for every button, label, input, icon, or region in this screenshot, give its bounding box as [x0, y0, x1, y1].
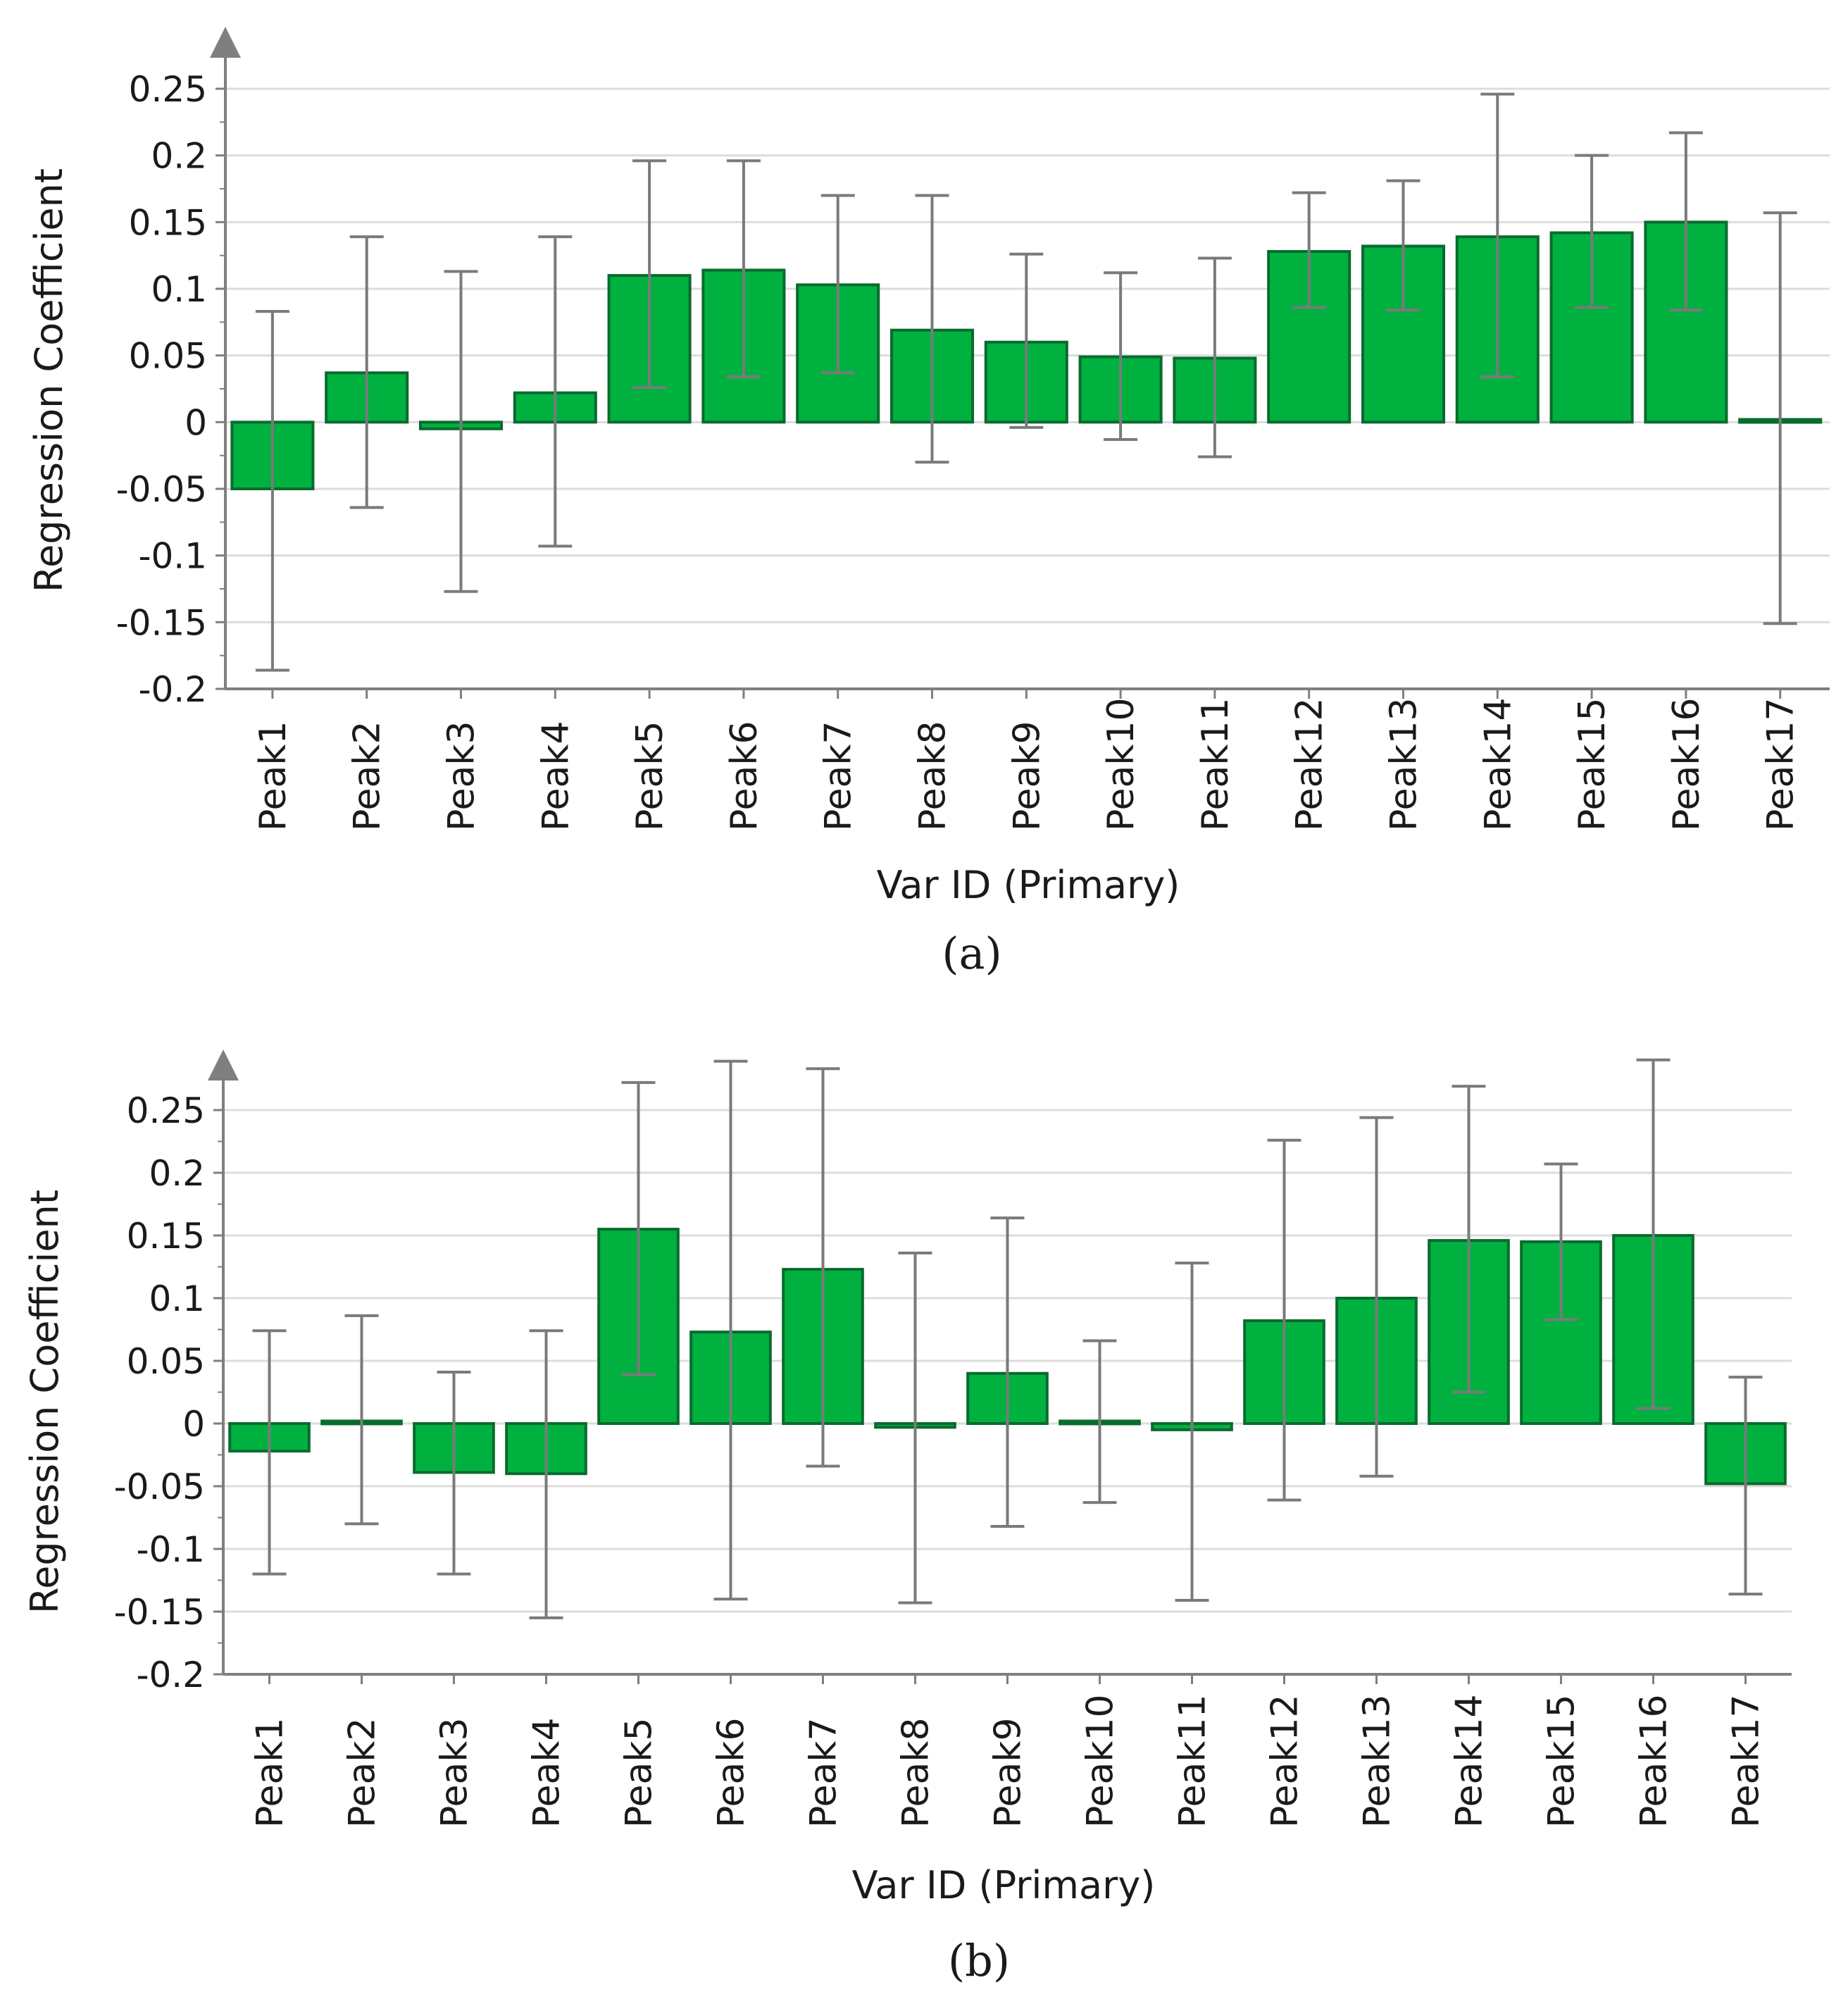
x-tick-label: Peak5 — [629, 721, 671, 831]
x-tick-label: Peak9 — [1006, 721, 1048, 831]
x-tick-label: Peak6 — [723, 721, 766, 831]
x-tick-label: Peak10 — [1100, 697, 1142, 831]
y-tick-label: -0.2 — [136, 1655, 205, 1695]
x-tick-label: Peak17 — [1760, 697, 1802, 831]
x-tick-label: Peak17 — [1725, 1694, 1768, 1828]
x-tick-label: Peak8 — [912, 721, 954, 831]
x-tick-label: Peak11 — [1194, 697, 1237, 831]
y-tick-label: 0 — [182, 1404, 205, 1445]
x-tick-label: Peak5 — [618, 1717, 661, 1828]
x-tick-label: Peak16 — [1666, 697, 1708, 831]
y-tick-label: 0.05 — [127, 1341, 205, 1382]
y-tick-label: 0.25 — [129, 69, 207, 110]
figure-caption: (a) — [942, 928, 1001, 979]
x-tick-label: Peak13 — [1383, 697, 1425, 831]
figure-caption: (b) — [948, 1935, 1010, 1986]
x-tick-label: Peak6 — [711, 1717, 753, 1828]
x-tick-label: Peak3 — [441, 721, 483, 831]
x-tick-label: Peak1 — [252, 721, 294, 831]
x-tick-label: Peak15 — [1571, 697, 1613, 831]
y-axis-arrow-icon — [208, 1050, 239, 1081]
x-tick-label: Peak13 — [1356, 1694, 1399, 1828]
x-axis-title: Var ID (Primary) — [877, 863, 1180, 907]
y-tick-label: 0.1 — [151, 269, 207, 310]
x-tick-label: Peak2 — [342, 1717, 384, 1828]
y-tick-label: 0.15 — [129, 202, 207, 243]
y-axis-title: Regression Coefficient — [23, 1190, 67, 1614]
x-tick-label: Peak10 — [1080, 1694, 1122, 1828]
y-tick-label: 0.15 — [127, 1216, 205, 1257]
x-tick-label: Peak12 — [1289, 697, 1331, 831]
y-tick-label: -0.2 — [138, 669, 207, 710]
x-tick-label: Peak1 — [249, 1717, 292, 1828]
y-tick-label: 0.1 — [149, 1278, 205, 1319]
x-tick-label: Peak4 — [535, 721, 577, 831]
x-tick-label: Peak2 — [346, 721, 389, 831]
y-tick-label: -0.1 — [136, 1529, 205, 1570]
x-tick-label: Peak15 — [1541, 1694, 1583, 1828]
x-axis-title: Var ID (Primary) — [852, 1863, 1156, 1907]
y-axis-arrow-icon — [210, 27, 241, 58]
y-tick-label: -0.05 — [114, 1466, 205, 1507]
y-tick-label: 0.2 — [149, 1153, 205, 1194]
x-tick-label: Peak14 — [1449, 1694, 1491, 1828]
x-tick-label: Peak12 — [1264, 1694, 1306, 1828]
chart-b: 0.25 0.2 0.15 0.1 0.05 0 -0.05 -0.1 -0.15 -0.2 Pea… — [23, 1050, 1792, 1986]
x-tick-label: Peak14 — [1477, 697, 1519, 831]
x-tick-label: Peak3 — [434, 1717, 476, 1828]
y-tick-label: -0.05 — [116, 469, 207, 510]
y-tick-label: -0.15 — [114, 1592, 205, 1633]
x-tick-label: Peak7 — [803, 1717, 845, 1828]
y-tick-label: 0.2 — [151, 136, 207, 177]
chart-a: 0.25 0.2 0.15 0.1 0.05 0 -0.05 -0.1 -0.15 -0.2 Pea… — [27, 27, 1830, 979]
x-tick-label: Peak16 — [1633, 1694, 1675, 1828]
y-tick-label: 0.25 — [127, 1090, 205, 1131]
y-tick-label: -0.1 — [138, 536, 207, 577]
x-tick-label: Peak4 — [526, 1717, 568, 1828]
y-tick-label: -0.15 — [116, 602, 207, 643]
x-tick-label: Peak8 — [895, 1717, 937, 1828]
x-tick-label: Peak11 — [1172, 1694, 1214, 1828]
y-tick-label: 0.05 — [129, 336, 207, 377]
y-axis-title: Regression Coefficient — [27, 168, 71, 592]
y-tick-label: 0 — [185, 402, 207, 443]
x-tick-label: Peak7 — [818, 721, 860, 831]
x-tick-label: Peak9 — [987, 1717, 1030, 1828]
